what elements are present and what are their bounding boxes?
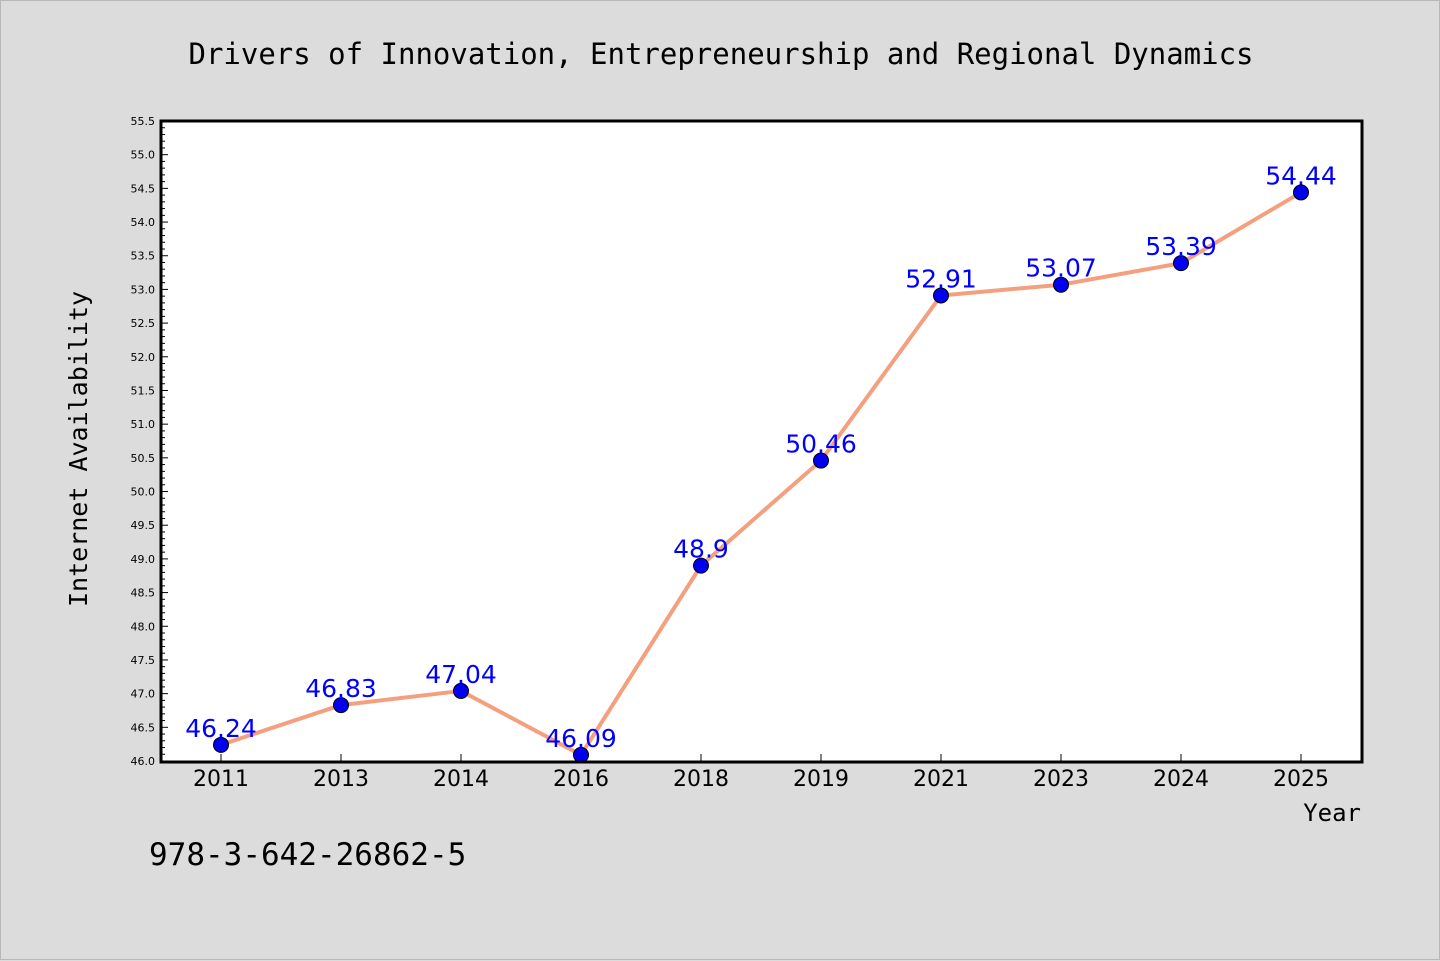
y-tick-label: 49.5: [131, 519, 156, 532]
y-tick-label: 53.5: [131, 250, 156, 263]
x-tick-label: 2011: [193, 767, 249, 792]
data-point-marker: [1293, 184, 1309, 201]
plot-frame: [159, 119, 1364, 764]
y-tick-label: 52.0: [131, 351, 156, 364]
data-point-marker: [213, 736, 229, 753]
y-tick-label: 55.0: [131, 149, 156, 162]
data-point-marker: [813, 452, 829, 469]
x-tick-label: 2025: [1273, 767, 1329, 792]
y-tick-label: 53.0: [131, 283, 156, 296]
x-tick-label: 2019: [793, 767, 849, 792]
data-point-marker: [1053, 276, 1069, 293]
y-tick-label: 50.0: [131, 486, 156, 499]
data-point-marker: [933, 287, 949, 304]
x-tick-label: 2014: [433, 767, 489, 792]
y-axis-label: Internet Availability: [64, 291, 93, 607]
x-tick-label: 2024: [1153, 767, 1209, 792]
x-axis-label: Year: [1303, 799, 1361, 827]
plot-area: [161, 121, 1362, 762]
y-tick-label: 51.0: [131, 418, 156, 431]
x-tick-label: 2018: [673, 767, 729, 792]
y-tick-label: 55.5: [131, 115, 156, 128]
y-tick-label: 52.5: [131, 317, 156, 330]
data-point-marker: [453, 682, 469, 699]
y-tick-label: 51.5: [131, 384, 156, 397]
x-tick-label: 2013: [313, 767, 369, 792]
y-tick-label: 46.5: [131, 721, 156, 734]
y-tick-label: 48.0: [131, 620, 156, 633]
y-tick-label: 47.5: [131, 654, 156, 667]
y-tick-label: 46.0: [131, 755, 156, 768]
data-point-marker: [573, 746, 589, 763]
y-tick-label: 50.5: [131, 452, 156, 465]
chart-title: Drivers of Innovation, Entrepreneurship …: [188, 37, 1253, 71]
x-tick-label: 2016: [553, 767, 609, 792]
series-line: [220, 190, 1303, 757]
data-point-marker: [693, 557, 709, 574]
x-tick-label: 2021: [913, 767, 969, 792]
y-tick-label: 54.0: [131, 216, 156, 229]
y-tick-label: 48.5: [131, 587, 156, 600]
data-point-marker: [1173, 255, 1189, 272]
x-tick-label: 2023: [1033, 767, 1089, 792]
x-axis-ticks: 2011 2013 2014 2016 2018 2019 2021 2023 2024 2025: [193, 754, 1329, 792]
data-point-marker: [333, 697, 349, 714]
y-tick-label: 47.0: [131, 688, 156, 701]
isbn-footer: 978-3-642-26862-5: [149, 837, 466, 873]
y-tick-label: 49.0: [131, 553, 156, 566]
y-tick-label: 54.5: [131, 182, 156, 195]
